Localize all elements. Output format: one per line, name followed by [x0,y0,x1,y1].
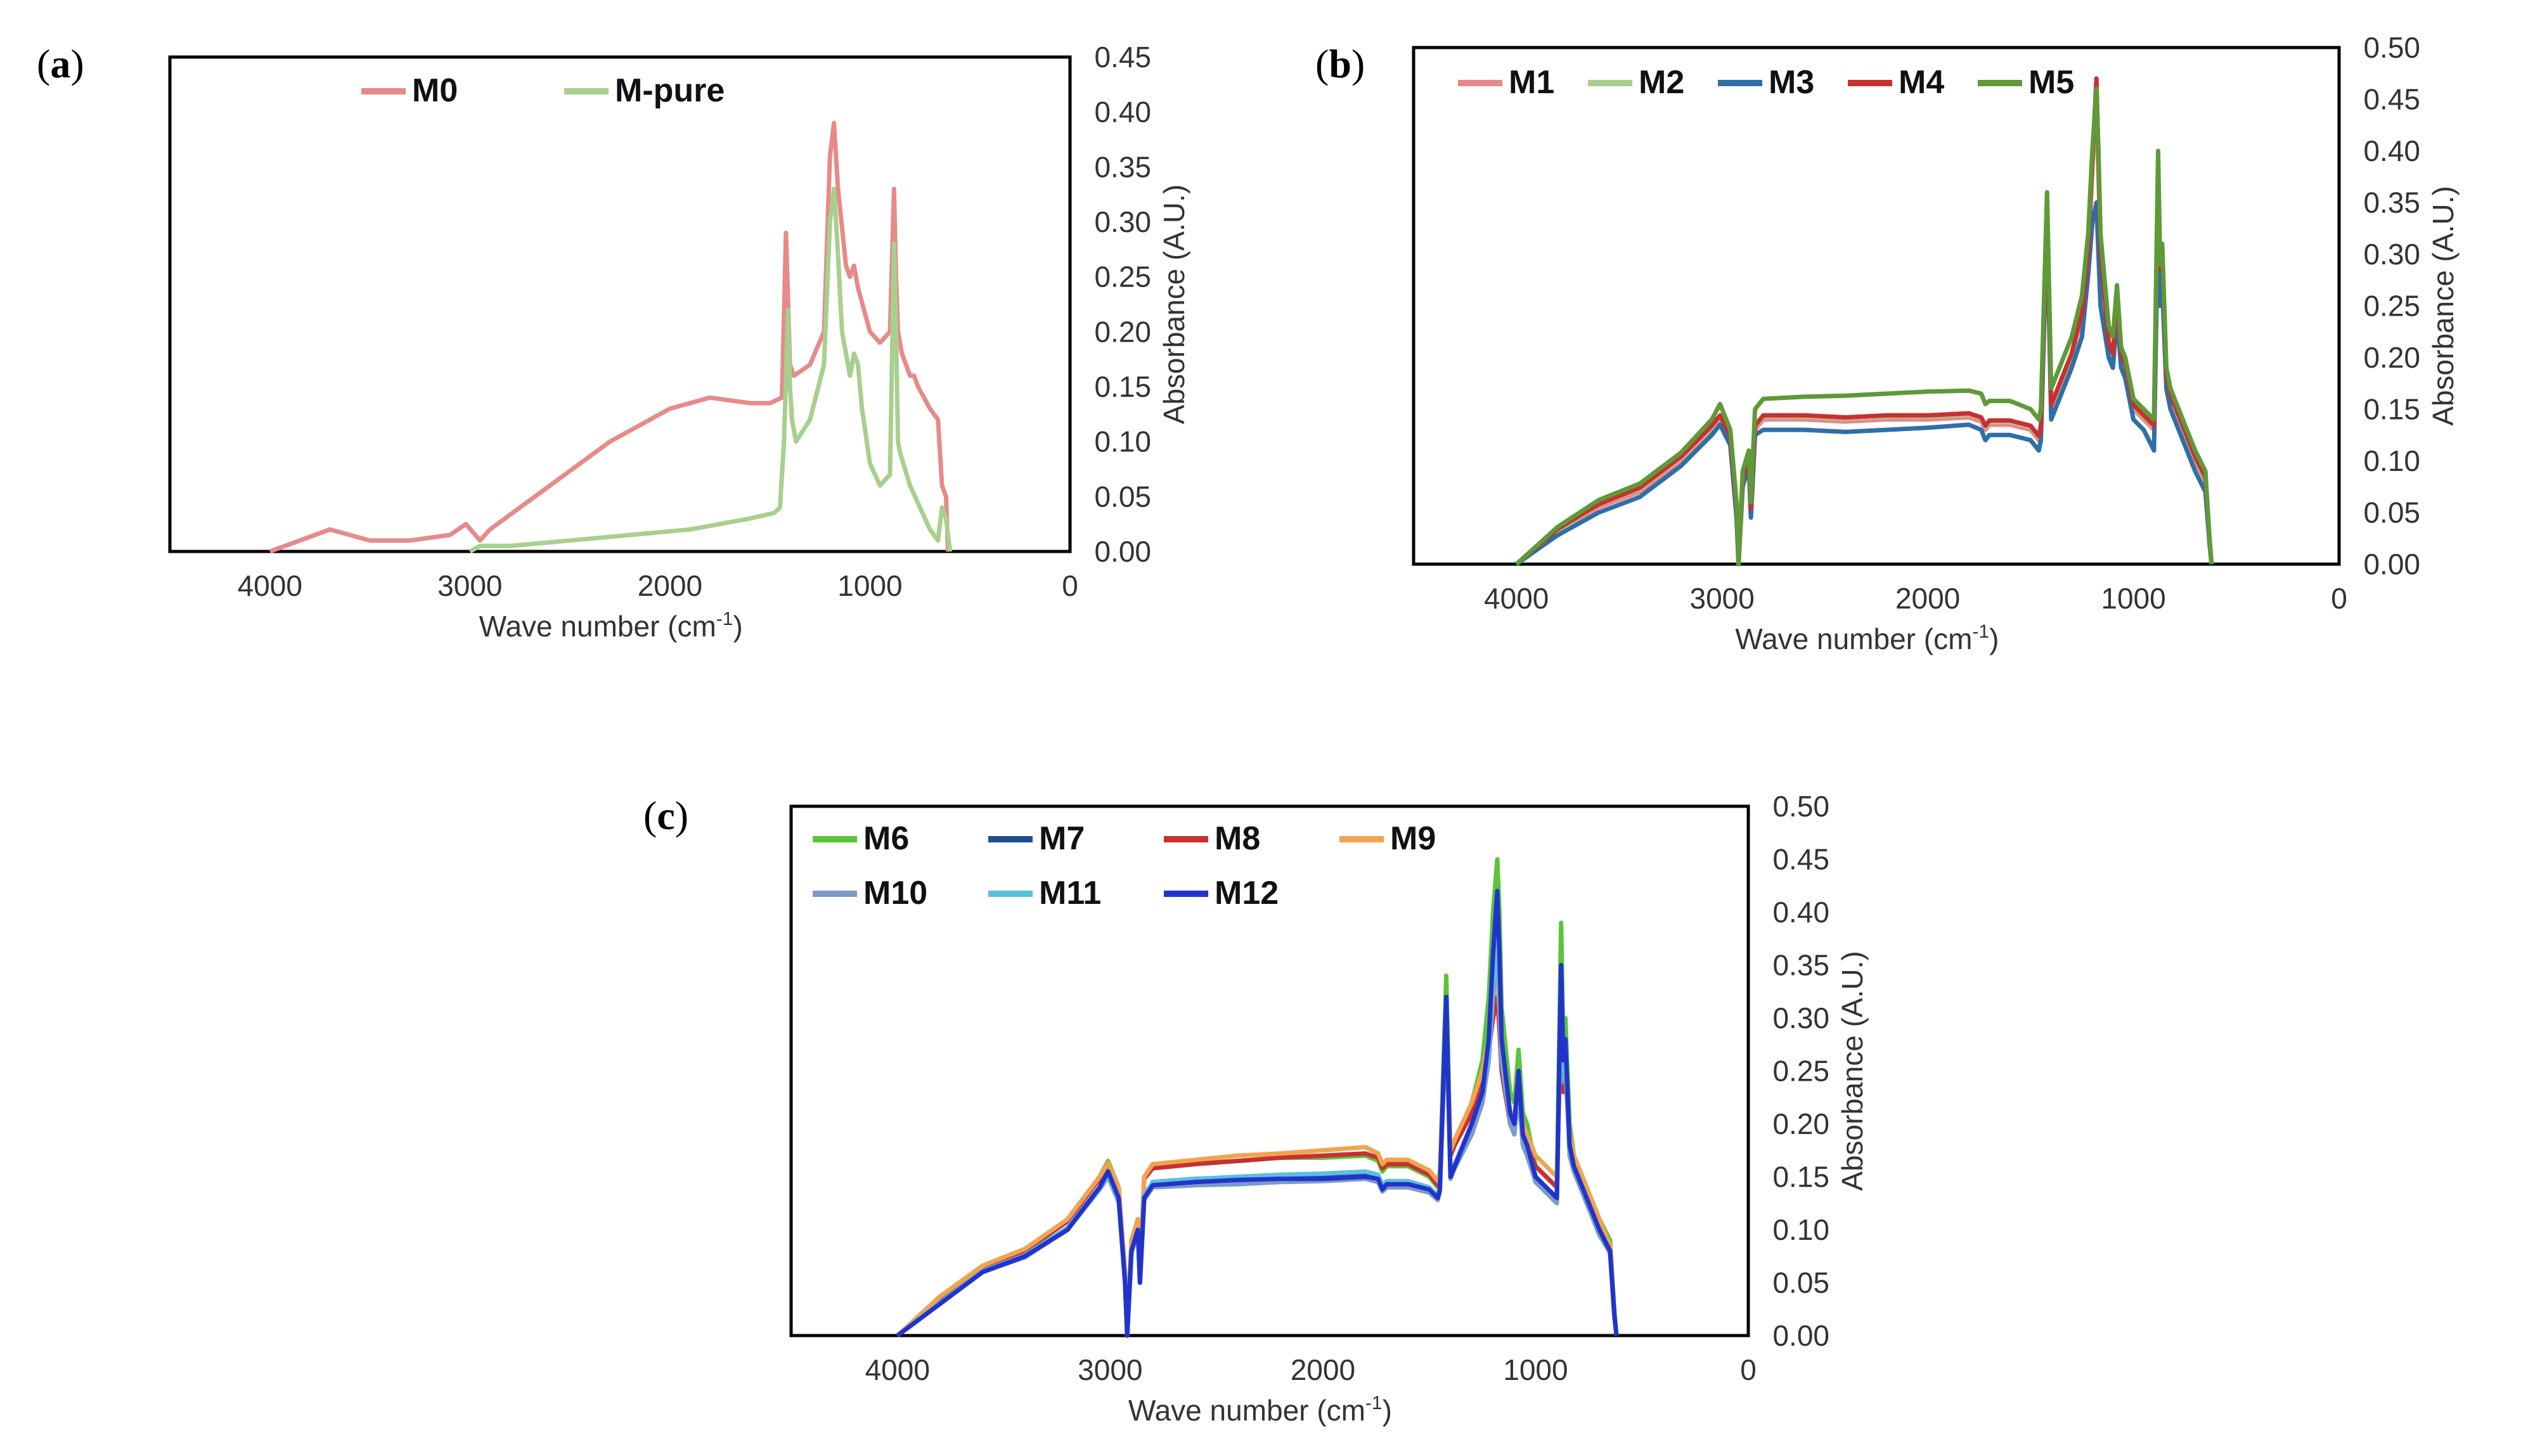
y-tick-label: 0.15 [1772,1161,1829,1194]
legend-label-m8: M8 [1215,820,1260,857]
x-axis-title-superscript: -1 [1365,1393,1383,1414]
legend-label-m10: M10 [863,875,927,912]
legend-label-m4: M4 [1899,64,1944,101]
x-axis-title: Wave number (cm-1) [1128,1393,1392,1427]
legend-label-m-pure: M-pure [615,72,725,109]
y-tick-label: 0.25 [1094,261,1151,293]
x-tick-label: 3000 [1689,582,1754,615]
series-line-m10 [896,941,1619,1338]
x-axis-title: Wave number (cm-1) [1735,621,1999,655]
y-tick-label: 0.45 [1094,41,1151,74]
plot-area-frame [168,55,1072,553]
y-axis-title: Absorbance (A.U.) [2427,186,2460,425]
x-axis-title-end: ) [1989,622,1999,655]
x-axis-title-text: Wave number (cm [1128,1394,1365,1427]
legend-label-m2: M2 [1639,64,1684,101]
plot-area-frame [1412,46,2341,566]
x-tick-label: 2000 [1291,1353,1355,1386]
y-tick-label: 0.05 [1094,480,1151,513]
legend-label-m9: M9 [1390,820,1436,857]
y-tick-label: 0.50 [1772,790,1829,823]
y-tick-label: 0.00 [1772,1319,1829,1352]
series-line-m-pure [468,186,953,554]
chart-panel-a: 4000 3000 2000 1000 0 0.00 0.05 0.10 0.15 0.20 0.2… [168,41,1190,643]
series-line-m9 [896,973,1619,1338]
y-tick-label: 0.30 [2363,238,2420,271]
y-tick-label: 0.15 [2363,393,2420,426]
x-axis-title: Wave number (cm-1) [479,609,743,643]
legend-label-m1: M1 [1509,64,1554,101]
x-axis-title-superscript: -1 [1972,621,1989,642]
panel-label-a: (a) [37,41,84,86]
x-axis-title-end: ) [1383,1394,1392,1427]
y-tick-label: 0.20 [1772,1107,1829,1140]
legend-label-m6: M6 [863,820,909,857]
series-line-m12 [896,889,1619,1338]
y-tick-label: 0.40 [1772,896,1829,929]
x-tick-label: 4000 [865,1353,930,1386]
y-tick-label: 0.10 [2363,444,2420,477]
x-tick-label: 2000 [1895,582,1960,615]
panel-label-b: (b) [1315,41,1365,86]
y-tick-label: 0.30 [1772,1002,1829,1034]
x-axis-title-end: ) [733,610,743,643]
y-axis-title: Absorbance (A.U.) [1158,184,1190,424]
y-tick-label: 0.25 [1772,1055,1829,1088]
y-tick-label: 0.45 [1772,843,1829,876]
legend-label-m0: M0 [412,72,458,109]
x-tick-label: 1000 [837,569,902,602]
y-tick-label: 0.25 [2363,290,2420,323]
chart-panel-b: 4000 3000 2000 1000 0 0.00 0.05 0.10 0.15 0.20 0.2… [1412,31,2460,655]
x-axis-title-text: Wave number (cm [1735,622,1972,655]
y-tick-label: 0.30 [1094,205,1151,238]
y-tick-label: 0.20 [2363,341,2420,374]
series-line-m5 [1514,86,2214,567]
x-tick-label: 1000 [1503,1353,1568,1386]
y-tick-label: 0.10 [1094,425,1151,458]
plot-area-frame [789,804,1750,1337]
y-tick-label: 0.10 [1772,1213,1829,1246]
x-axis-title-text: Wave number (cm [479,610,716,643]
x-tick-label: 0 [1740,1353,1757,1386]
y-tick-label: 0.45 [2363,83,2420,116]
legend-label-m7: M7 [1039,820,1085,857]
x-tick-label: 1000 [2101,582,2165,615]
y-tick-label: 0.05 [2363,496,2420,529]
x-tick-label: 0 [2331,582,2347,615]
series-line-m11 [896,931,1619,1338]
panel-label-c: (c) [643,793,688,838]
y-tick-label: 0.05 [1772,1266,1829,1299]
y-tick-label: 0.50 [2363,31,2420,64]
x-axis-title-superscript: -1 [716,609,733,629]
y-axis-title: Absorbance (A.U.) [1836,951,1869,1190]
y-tick-label: 0.15 [1094,370,1151,403]
legend-label-m3: M3 [1769,64,1814,101]
legend-label-m5: M5 [2028,64,2074,101]
series-line-m8 [896,995,1619,1338]
series-line-m0 [269,120,950,554]
y-tick-label: 0.00 [1094,535,1151,568]
x-tick-label: 3000 [1078,1353,1142,1386]
series-line-m3 [1515,200,2214,567]
y-tick-label: 0.00 [2363,548,2420,581]
legend-label-m11: M11 [1039,875,1101,912]
x-tick-label: 3000 [437,569,502,602]
x-tick-label: 4000 [238,569,302,602]
x-tick-label: 2000 [638,569,702,602]
x-tick-label: 0 [1062,569,1078,602]
y-tick-label: 0.35 [1094,150,1151,183]
y-tick-label: 0.40 [2363,134,2420,167]
y-tick-label: 0.40 [1094,96,1151,129]
x-tick-label: 4000 [1484,582,1549,615]
chart-panel-c: 4000 3000 2000 1000 0 0.00 0.05 0.10 0.15 0.20 0.2… [789,790,1869,1427]
y-tick-label: 0.35 [1772,949,1829,982]
y-tick-label: 0.20 [1094,315,1151,348]
legend-label-m12: M12 [1215,875,1279,912]
y-tick-label: 0.35 [2363,186,2420,219]
